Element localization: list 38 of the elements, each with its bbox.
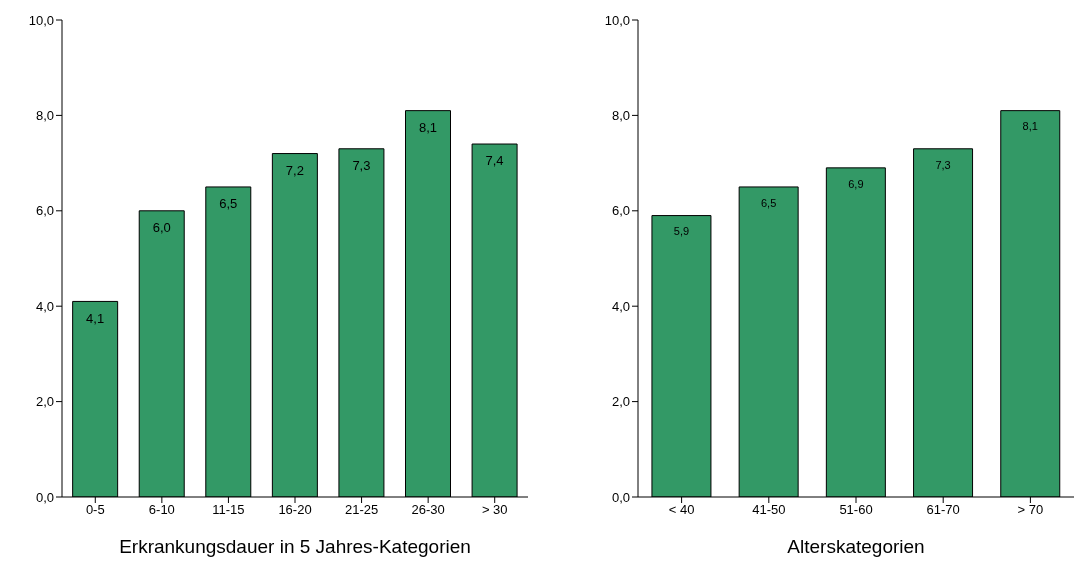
data-label: 4,1 bbox=[86, 310, 105, 326]
x-tick-label: 41-50 bbox=[752, 502, 786, 518]
y-tick-label: 8,0 bbox=[35, 108, 54, 124]
x-axis-title: Erkrankungsdauer in 5 Jahres-Kategorien bbox=[119, 536, 471, 557]
data-label: 8,1 bbox=[1022, 120, 1038, 133]
data-label: 7,3 bbox=[352, 158, 371, 174]
data-label: 7,3 bbox=[935, 158, 951, 171]
y-tick-label: 8,0 bbox=[611, 108, 630, 124]
y-tick-label: 6,0 bbox=[35, 203, 54, 219]
data-label: 5,9 bbox=[673, 225, 690, 238]
x-tick-label: > 70 bbox=[1017, 502, 1044, 518]
data-label: 7,2 bbox=[285, 162, 304, 178]
x-tick-label: 26-30 bbox=[411, 502, 445, 518]
y-tick-label: 0,0 bbox=[35, 489, 54, 505]
y-tick-label: 2,0 bbox=[35, 394, 54, 410]
data-label: 7,4 bbox=[485, 153, 504, 169]
x-axis-title: Alterskategorien bbox=[787, 536, 925, 557]
y-tick-label: 4,0 bbox=[35, 298, 54, 314]
x-tick-label: 6-10 bbox=[148, 502, 175, 518]
data-label: 8,1 bbox=[418, 119, 438, 135]
x-tick-label: > 30 bbox=[481, 502, 508, 518]
data-label: 6,9 bbox=[848, 177, 864, 190]
y-tick-label: 4,0 bbox=[611, 298, 630, 314]
data-label: 6,5 bbox=[219, 196, 238, 212]
x-tick-label: 61-70 bbox=[926, 502, 960, 518]
data-label: 6,5 bbox=[761, 196, 777, 209]
x-tick-label: 21-25 bbox=[344, 502, 379, 518]
x-tick-label: < 40 bbox=[668, 502, 695, 518]
y-tick-label: 0,0 bbox=[611, 489, 630, 505]
y-tick-label: 6,0 bbox=[611, 203, 630, 219]
y-tick-label: 10,0 bbox=[28, 12, 54, 28]
y-tick-label: 10,0 bbox=[604, 12, 630, 28]
x-tick-label: 51-60 bbox=[839, 502, 873, 518]
x-tick-label: 11-15 bbox=[212, 502, 245, 518]
data-label: 6,0 bbox=[152, 220, 171, 236]
y-tick-label: 2,0 bbox=[611, 394, 630, 410]
x-tick-label: 0-5 bbox=[85, 502, 105, 518]
x-tick-label: 16-20 bbox=[278, 502, 312, 518]
